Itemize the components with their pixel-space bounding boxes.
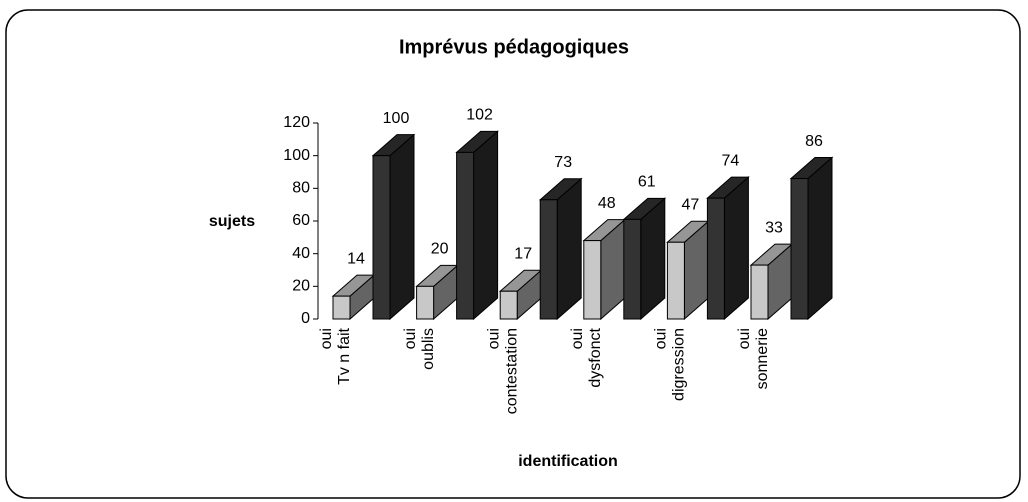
value-label: 61: [638, 174, 656, 191]
value-label: 102: [466, 107, 493, 124]
value-label: 47: [682, 196, 700, 213]
value-label: 48: [598, 195, 616, 212]
bar: [583, 240, 602, 320]
bar: [332, 295, 351, 320]
value-label: 100: [383, 110, 410, 127]
x-tick-label: oui: [402, 328, 419, 349]
x-tick-label: oui: [653, 328, 670, 349]
value-label: 20: [431, 241, 449, 258]
bar: [750, 264, 769, 320]
x-tick-label: contestation: [503, 328, 520, 414]
x-tick-label: oui: [569, 328, 586, 349]
bar-side: [389, 133, 415, 321]
y-tick-label: 80: [292, 180, 310, 197]
y-tick-label: 100: [283, 147, 310, 164]
bar: [666, 241, 685, 320]
value-label: 74: [722, 152, 740, 169]
chart-title: Imprévus pédagogiques: [399, 36, 629, 58]
y-tick-label: 20: [292, 278, 310, 295]
bar: [539, 199, 558, 320]
bar-side: [723, 176, 749, 321]
y-tick-label: 0: [301, 310, 310, 327]
x-tick-label: digression: [671, 328, 688, 401]
chart-frame: [5, 9, 1021, 499]
y-tick-label: 60: [292, 212, 310, 229]
value-label: 86: [805, 133, 823, 150]
y-axis-title: sujets: [209, 213, 255, 230]
x-tick-label: dysfonct: [587, 327, 604, 387]
bar: [456, 151, 475, 320]
bar: [706, 197, 725, 320]
value-label: 14: [347, 250, 365, 267]
bar: [499, 290, 518, 320]
y-tick-label: 40: [292, 245, 310, 262]
x-tick-label: oui: [318, 328, 335, 349]
x-tick-label: oui: [485, 328, 502, 349]
bar-side: [556, 177, 582, 321]
y-tick-label: 120: [283, 114, 310, 131]
bar-side: [473, 130, 499, 321]
x-tick-label: Tv n fait: [336, 327, 353, 384]
x-tick-label: sonnerie: [754, 328, 771, 389]
x-tick-label: oublis: [420, 328, 437, 370]
value-label: 33: [765, 219, 783, 236]
bar: [623, 218, 642, 320]
bar: [372, 155, 391, 320]
bar: [790, 178, 809, 320]
x-axis-title: identification: [518, 453, 618, 470]
value-label: 73: [554, 154, 572, 171]
bar-side: [807, 156, 833, 321]
bar: [416, 285, 435, 320]
value-label: 17: [514, 245, 532, 262]
x-tick-label: oui: [736, 328, 753, 349]
